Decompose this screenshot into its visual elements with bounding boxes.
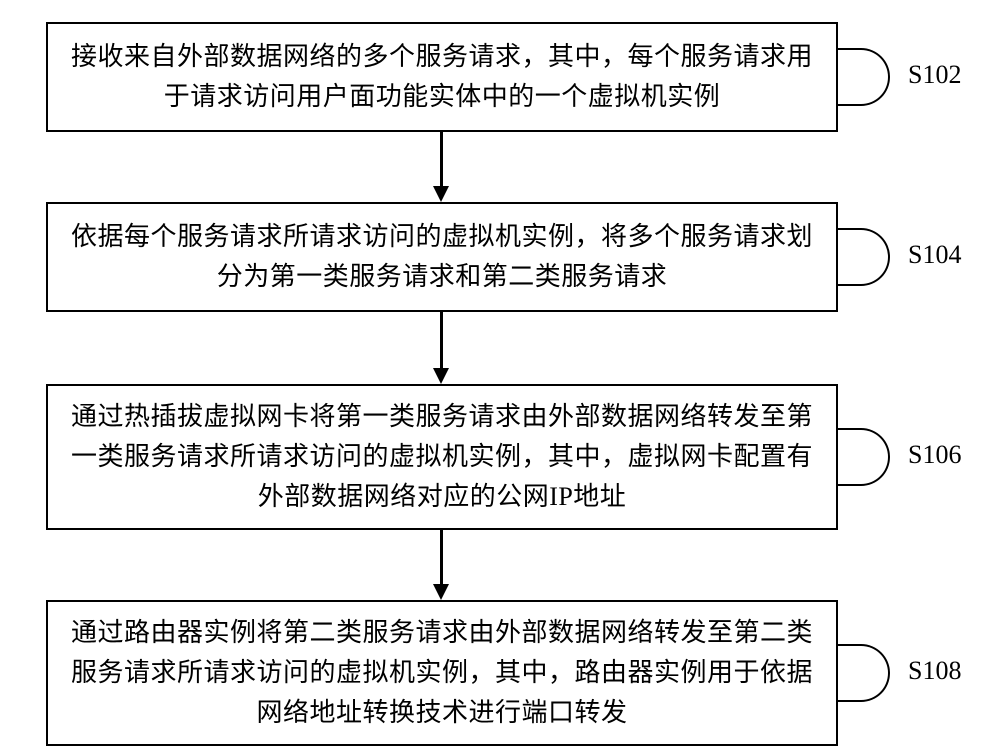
flow-node-s108: 通过路由器实例将第二类服务请求由外部数据网络转发至第二类服务请求所请求访问的虚拟… xyxy=(46,600,838,746)
flow-node-s102-text: 接收来自外部数据网络的多个服务请求，其中，每个服务请求用于请求访问用户面功能实体… xyxy=(68,37,816,118)
arrow-s102-s104-head xyxy=(433,186,449,202)
arrow-s102-s104-line xyxy=(440,132,443,186)
flow-label-s104: S104 xyxy=(908,240,961,270)
flow-label-s108: S108 xyxy=(908,656,961,686)
flow-node-s104: 依据每个服务请求所请求访问的虚拟机实例，将多个服务请求划分为第一类服务请求和第二… xyxy=(46,202,838,312)
brace-s102 xyxy=(838,48,890,106)
flowchart-canvas: 接收来自外部数据网络的多个服务请求，其中，每个服务请求用于请求访问用户面功能实体… xyxy=(0,0,1000,756)
arrow-s104-s106-line xyxy=(440,312,443,368)
flow-node-s102: 接收来自外部数据网络的多个服务请求，其中，每个服务请求用于请求访问用户面功能实体… xyxy=(46,22,838,132)
brace-s104 xyxy=(838,228,890,286)
flow-node-s104-text: 依据每个服务请求所请求访问的虚拟机实例，将多个服务请求划分为第一类服务请求和第二… xyxy=(68,217,816,298)
flow-label-s102: S102 xyxy=(908,60,961,90)
arrow-s106-s108-head xyxy=(433,584,449,600)
flow-node-s108-text: 通过路由器实例将第二类服务请求由外部数据网络转发至第二类服务请求所请求访问的虚拟… xyxy=(68,613,816,734)
brace-s106 xyxy=(838,428,890,486)
brace-s108 xyxy=(838,644,890,702)
arrow-s106-s108-line xyxy=(440,530,443,584)
flow-label-s106: S106 xyxy=(908,440,961,470)
arrow-s104-s106-head xyxy=(433,368,449,384)
flow-node-s106: 通过热插拔虚拟网卡将第一类服务请求由外部数据网络转发至第一类服务请求所请求访问的… xyxy=(46,384,838,530)
flow-node-s106-text: 通过热插拔虚拟网卡将第一类服务请求由外部数据网络转发至第一类服务请求所请求访问的… xyxy=(68,397,816,518)
